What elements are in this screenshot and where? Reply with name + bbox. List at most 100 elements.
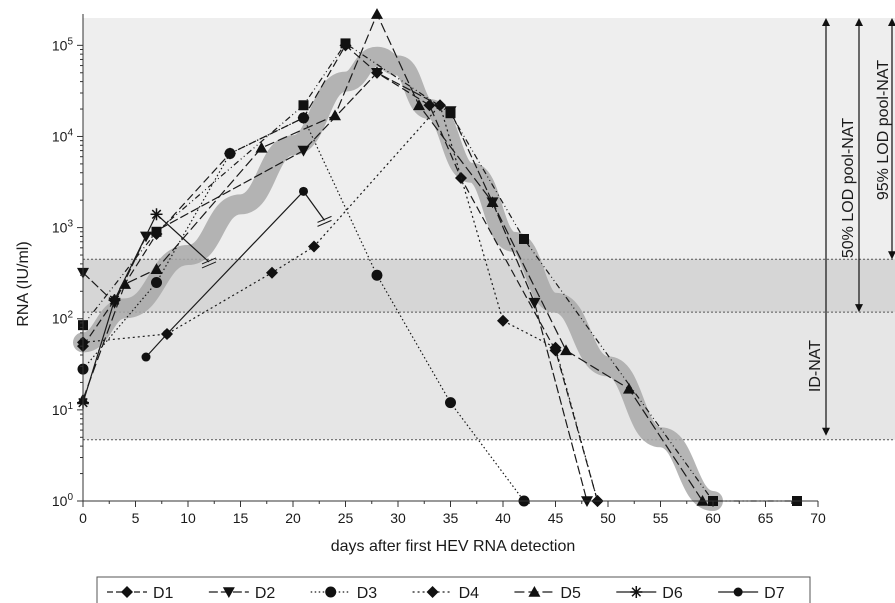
data-point-d8: [151, 226, 162, 237]
data-point-d3: [151, 276, 162, 288]
lod-arrows: ID-NAT 50% LOD pool-NAT 95% LOD pool-NAT: [807, 18, 895, 436]
legend-marker: [325, 586, 337, 598]
arrow-head: [888, 18, 895, 26]
legend-label: D3: [357, 585, 378, 602]
x-tick-label: 40: [495, 510, 511, 526]
data-point-d2: [371, 67, 383, 79]
data-point-d5: [696, 495, 709, 506]
legend-label: D6: [662, 585, 683, 602]
label-id-nat: ID-NAT: [807, 340, 824, 392]
arrow-head: [822, 18, 830, 26]
legend-item-d2: D2: [208, 585, 276, 602]
y-tick-label: 103: [52, 219, 74, 236]
x-axis-label: days after first HEV RNA detection: [331, 538, 576, 555]
x-tick-label: 0: [79, 510, 87, 526]
legend-item-d5: D5: [514, 585, 581, 602]
arrow-id-nat: [822, 18, 830, 436]
data-point-d7: [299, 186, 308, 196]
arrow-head: [888, 251, 895, 260]
data-point-d7: [162, 329, 172, 339]
x-tick-label: 55: [653, 510, 669, 526]
arrow-pool-nat-50: [855, 18, 863, 313]
data-point-d5: [150, 263, 163, 274]
data-point-d7: [141, 352, 151, 362]
legend-marker: [426, 586, 439, 598]
axes: 0 5 10 15 20 25 30 35 40 45 50 55 60 65 70 100 101 102 103…: [52, 14, 826, 526]
x-tick-label: 50: [600, 510, 616, 526]
y-tick-label: 104: [52, 127, 74, 144]
legend-item-d7: D7: [718, 585, 785, 602]
data-point-d5: [486, 196, 499, 208]
data-point-d8: [519, 233, 529, 244]
label-pool-nat-95: 95% LOD pool-NAT: [875, 60, 892, 200]
legend-marker: [222, 587, 235, 598]
legend-label: D7: [764, 585, 785, 602]
series-layer: [77, 8, 802, 507]
star-stroke: [631, 587, 642, 597]
legend-label: D1: [153, 585, 174, 602]
legend-box: [96, 576, 811, 603]
label-pool-nat-50: 50% LOD pool-NAT: [840, 118, 857, 258]
arrow-head: [855, 304, 863, 313]
series-d7: [141, 186, 332, 362]
x-tick-label: 25: [338, 510, 354, 526]
data-point-d5: [623, 382, 635, 394]
legend-label: D5: [560, 585, 581, 602]
y-tick-label: 105: [52, 36, 74, 53]
break-line: [317, 215, 332, 223]
break-mark: [317, 215, 332, 227]
x-tick-label: 35: [443, 510, 459, 526]
legend-label: D2: [255, 585, 276, 602]
data-point-d8: [340, 38, 351, 49]
legend-label: D4: [459, 585, 480, 602]
x-tick-label: 20: [285, 510, 301, 526]
data-point-d6: [108, 294, 121, 307]
data-point-d5: [255, 141, 268, 153]
break-line: [317, 219, 332, 227]
star-stroke: [151, 209, 162, 220]
trend-band-path: [73, 46, 723, 511]
trend-band: [73, 46, 723, 511]
data-point-d3: [371, 269, 383, 281]
legend-marker: [528, 586, 541, 597]
data-point-d1: [423, 99, 436, 112]
star-stroke: [109, 295, 120, 305]
arrow-pool-nat-95: [888, 18, 895, 260]
x-tick-label: 30: [390, 510, 406, 526]
data-point-d3: [298, 112, 309, 124]
series-line-d6: [82, 213, 210, 403]
x-tick-label: 45: [548, 510, 564, 526]
legend-marker: [630, 586, 643, 598]
legend-marker: [733, 587, 743, 597]
data-point-d2: [581, 496, 593, 507]
data-point-d3: [224, 148, 236, 160]
data-point-d5: [329, 109, 341, 121]
legend-item-d4: D4: [412, 585, 480, 602]
data-point-d5: [560, 344, 572, 356]
x-tick-label: 60: [705, 510, 721, 526]
x-tick-label: 5: [132, 510, 140, 526]
data-point-d2: [528, 297, 541, 309]
data-point-d3: [445, 397, 456, 409]
data-point-d4: [434, 99, 446, 112]
y-tick-label: 100: [52, 492, 74, 509]
x-tick-label: 70: [810, 510, 826, 526]
legend-item-d1: D1: [107, 585, 174, 602]
x-tick-label: 10: [180, 510, 196, 526]
data-point-d2: [297, 145, 310, 157]
y-tick-label: 102: [52, 310, 74, 327]
data-point-d4: [266, 266, 278, 279]
data-point-d5: [119, 278, 131, 289]
break-line: [201, 261, 217, 269]
legend-marker: [121, 586, 133, 598]
data-point-d5: [371, 8, 383, 19]
data-point-d5: [413, 99, 425, 111]
series-d3: [77, 112, 530, 507]
break-line: [201, 257, 217, 265]
data-point-d4: [308, 240, 320, 253]
series-line-d4: [82, 104, 599, 502]
legend-item-d6: D6: [616, 585, 683, 602]
data-point-d4: [497, 314, 509, 327]
legend: D1 D2 D3 D4 D5 D6 D7: [96, 576, 811, 603]
